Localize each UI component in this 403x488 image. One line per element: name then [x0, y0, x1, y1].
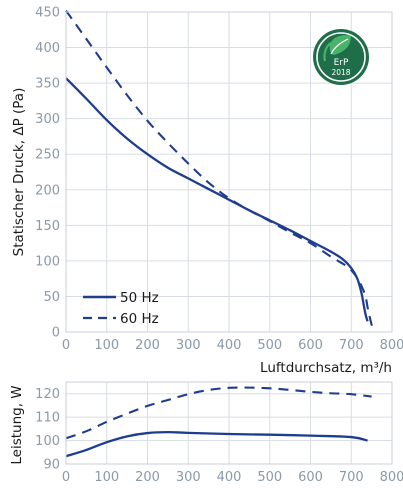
power-ticks: 0 100 200 300 400 500 600 700 800 90 100 110 120 [35, 387, 403, 485]
power-x-tick-400: 400 [217, 470, 242, 485]
pressure-y-tick-300: 300 [35, 112, 60, 127]
pressure-plot-frame [65, 11, 393, 333]
erp-badge: ErP 2018 [313, 29, 369, 85]
power-plot-frame [65, 381, 393, 465]
pressure-x-tick-100: 100 [94, 338, 119, 353]
pressure-ticks: 0 100 200 300 400 500 600 700 800 0 50 100 150 200 250… [35, 6, 403, 354]
legend-label-60hz: 60 Hz [120, 311, 159, 327]
pressure-y-tick-0: 0 [52, 326, 60, 341]
pressure-series-60-hz [65, 9, 375, 333]
pressure-x-tick-600: 600 [298, 338, 323, 353]
pressure-grid [65, 11, 393, 333]
pressure-series [65, 9, 375, 333]
power-y-axis-label: Leistung, W [9, 385, 25, 464]
power-y-tick-120: 120 [35, 387, 60, 402]
pressure-chart: 0 100 200 300 400 500 600 700 800 0 50 100 150 200 250… [11, 6, 403, 377]
power-series-60-hz [65, 386, 372, 440]
pressure-y-tick-250: 250 [35, 148, 60, 163]
power-x-tick-200: 200 [135, 470, 160, 485]
power-x-tick-500: 500 [257, 470, 282, 485]
pressure-x-axis-label: Luftdurchsatz, m³/h [260, 360, 392, 376]
power-chart: 0 100 200 300 400 500 600 700 800 90 100 110 120 Lei… [9, 381, 403, 485]
pressure-y-tick-400: 400 [35, 41, 60, 56]
power-x-tick-100: 100 [94, 470, 119, 485]
legend-label-50hz: 50 Hz [120, 290, 159, 306]
power-y-tick-100: 100 [35, 434, 60, 449]
pressure-y-tick-100: 100 [35, 254, 60, 269]
pressure-x-tick-300: 300 [176, 338, 201, 353]
pressure-y-tick-150: 150 [35, 219, 60, 234]
power-x-tick-600: 600 [298, 470, 323, 485]
power-y-tick-110: 110 [35, 411, 60, 426]
pressure-x-tick-200: 200 [135, 338, 160, 353]
power-x-tick-700: 700 [339, 470, 364, 485]
power-y-tick-90: 90 [43, 458, 60, 473]
pressure-x-tick-0: 0 [62, 338, 70, 353]
power-x-tick-300: 300 [176, 470, 201, 485]
pressure-series-50-hz [65, 77, 369, 322]
power-x-tick-800: 800 [380, 470, 403, 485]
erp-badge-text: ErP [334, 58, 349, 68]
pressure-x-tick-500: 500 [257, 338, 282, 353]
erp-leaf-badge-icon [313, 29, 369, 85]
legend: 50 Hz 60 Hz [83, 290, 159, 327]
pressure-y-tick-450: 450 [35, 6, 60, 21]
power-x-tick-0: 0 [62, 470, 70, 485]
pressure-x-tick-400: 400 [217, 338, 242, 353]
erp-badge-year: 2018 [331, 68, 350, 77]
power-grid [65, 382, 393, 465]
power-series-50-hz [65, 430, 368, 458]
pressure-y-axis-label: Statischer Druck, ΔP (Pa) [11, 88, 27, 257]
pressure-y-tick-350: 350 [35, 77, 60, 92]
pressure-y-tick-200: 200 [35, 183, 60, 198]
pressure-y-tick-50: 50 [43, 290, 60, 305]
pressure-x-tick-800: 800 [380, 338, 403, 353]
pressure-x-tick-700: 700 [339, 338, 364, 353]
power-series [65, 386, 372, 458]
